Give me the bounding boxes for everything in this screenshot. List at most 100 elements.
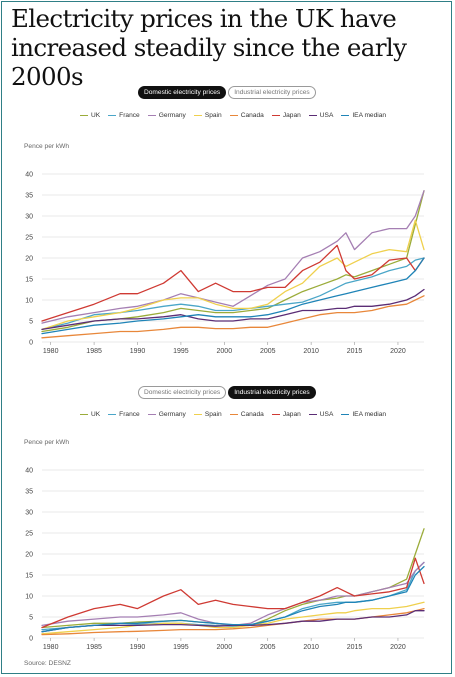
legend-swatch xyxy=(308,114,317,117)
legend-item-iea-median[interactable]: IEA median xyxy=(341,411,386,418)
y-tick-label: 35 xyxy=(25,489,33,496)
legend-item-canada[interactable]: Canada xyxy=(229,112,264,119)
y-tick-label: 20 xyxy=(25,256,33,263)
legend-label: Spain xyxy=(204,411,222,418)
chart-2-toggle: Domestic electricity prices Industrial e… xyxy=(138,386,316,399)
legend-item-iea-median[interactable]: IEA median xyxy=(341,112,386,119)
series-line-spain[interactable] xyxy=(41,219,425,331)
figure-title: Electricity prices in the UK have increa… xyxy=(11,4,407,91)
legend-item-spain[interactable]: Spain xyxy=(193,112,222,119)
legend-label: UK xyxy=(91,112,101,119)
series-line-uk[interactable] xyxy=(41,528,425,629)
series-line-canada[interactable] xyxy=(41,607,425,636)
legend-label: France xyxy=(119,112,140,119)
series-line-canada[interactable] xyxy=(41,295,425,339)
legend-label: USA xyxy=(319,411,334,418)
legend-label: Germany xyxy=(158,112,186,119)
legend-label: USA xyxy=(319,112,334,119)
series-line-france[interactable] xyxy=(41,257,425,331)
series-line-usa[interactable] xyxy=(41,610,425,633)
legend-swatch xyxy=(147,413,156,416)
y-axis-label: Pence per kWh xyxy=(24,439,69,446)
legend-item-japan[interactable]: Japan xyxy=(271,411,301,418)
legend-label: France xyxy=(119,411,140,418)
y-tick-label: 5 xyxy=(29,615,33,622)
legend-label: Japan xyxy=(282,411,301,418)
x-tick-label: 1995 xyxy=(173,348,189,355)
x-tick-label: 2005 xyxy=(260,348,276,355)
legend-swatch xyxy=(80,413,88,416)
legend-item-usa[interactable]: USA xyxy=(308,112,334,119)
x-tick-label: 1995 xyxy=(173,644,189,651)
y-tick-label: 40 xyxy=(25,468,33,475)
legend-item-france[interactable]: France xyxy=(108,112,140,119)
legend-item-germany[interactable]: Germany xyxy=(147,411,186,418)
series-line-iea-median[interactable] xyxy=(41,257,425,335)
legend-swatch xyxy=(108,413,117,416)
y-tick-label: 5 xyxy=(29,319,33,326)
x-tick-label: 2000 xyxy=(217,644,233,651)
legend-label: IEA median xyxy=(352,411,387,418)
legend-swatch xyxy=(229,413,238,416)
x-tick-label: 2010 xyxy=(303,348,319,355)
y-tick-label: 25 xyxy=(25,235,33,242)
series-line-japan[interactable] xyxy=(41,557,425,629)
y-tick-label: 30 xyxy=(25,214,33,221)
y-tick-label: 20 xyxy=(25,552,33,559)
y-tick-label: 35 xyxy=(25,193,33,200)
x-tick-label: 1980 xyxy=(43,644,59,651)
legend-label: Canada xyxy=(240,112,264,119)
legend-swatch xyxy=(193,114,202,117)
legend-swatch xyxy=(341,413,350,416)
y-tick-label: 0 xyxy=(29,340,33,347)
x-tick-label: 1985 xyxy=(86,644,102,651)
y-tick-label: 15 xyxy=(25,277,33,284)
y-axis-label: Pence per kWh xyxy=(24,143,69,150)
legend-item-uk[interactable]: UK xyxy=(80,112,100,119)
legend-swatch xyxy=(193,413,202,416)
y-tick-label: 0 xyxy=(29,636,33,643)
legend-swatch xyxy=(80,114,88,117)
legend-item-france[interactable]: France xyxy=(108,411,140,418)
legend-swatch xyxy=(271,114,280,117)
legend-item-uk[interactable]: UK xyxy=(80,411,100,418)
legend-swatch xyxy=(271,413,280,416)
legend-item-spain[interactable]: Spain xyxy=(193,411,222,418)
legend-label: UK xyxy=(91,411,101,418)
y-tick-label: 10 xyxy=(25,594,33,601)
series-line-germany[interactable] xyxy=(41,190,425,324)
legend-item-japan[interactable]: Japan xyxy=(271,112,301,119)
legend-label: Germany xyxy=(158,411,186,418)
source-note: Source: DESNZ xyxy=(24,660,71,667)
legend-swatch xyxy=(147,114,156,117)
legend-item-canada[interactable]: Canada xyxy=(229,411,264,418)
series-line-japan[interactable] xyxy=(41,244,425,322)
industrial-prices-toggle[interactable]: Industrial electricity prices xyxy=(228,86,316,99)
legend-swatch xyxy=(308,413,317,416)
x-tick-label: 1990 xyxy=(130,644,146,651)
domestic-prices-toggle[interactable]: Domestic electricity prices xyxy=(138,86,227,99)
series-line-spain[interactable] xyxy=(41,601,425,635)
x-tick-label: 2020 xyxy=(390,644,406,651)
series-line-uk[interactable] xyxy=(41,190,425,333)
x-tick-label: 2015 xyxy=(347,644,363,651)
chart-1-toggle: Domestic electricity prices Industrial e… xyxy=(138,86,316,99)
y-tick-label: 10 xyxy=(25,298,33,305)
legend-swatch xyxy=(108,114,117,117)
domestic-prices-toggle[interactable]: Domestic electricity prices xyxy=(138,386,227,399)
legend-label: IEA median xyxy=(352,112,387,119)
legend-swatch xyxy=(229,114,238,117)
legend-label: Japan xyxy=(282,112,301,119)
y-tick-label: 30 xyxy=(25,510,33,517)
series-line-germany[interactable] xyxy=(41,561,425,627)
x-tick-label: 2000 xyxy=(217,348,233,355)
series-line-usa[interactable] xyxy=(41,288,425,331)
x-tick-label: 2010 xyxy=(303,644,319,651)
industrial-prices-toggle[interactable]: Industrial electricity prices xyxy=(228,386,316,399)
legend-item-germany[interactable]: Germany xyxy=(147,112,186,119)
y-tick-label: 15 xyxy=(25,573,33,580)
series-line-iea-median[interactable] xyxy=(41,565,425,633)
x-tick-label: 2015 xyxy=(347,348,363,355)
legend-item-usa[interactable]: USA xyxy=(308,411,334,418)
